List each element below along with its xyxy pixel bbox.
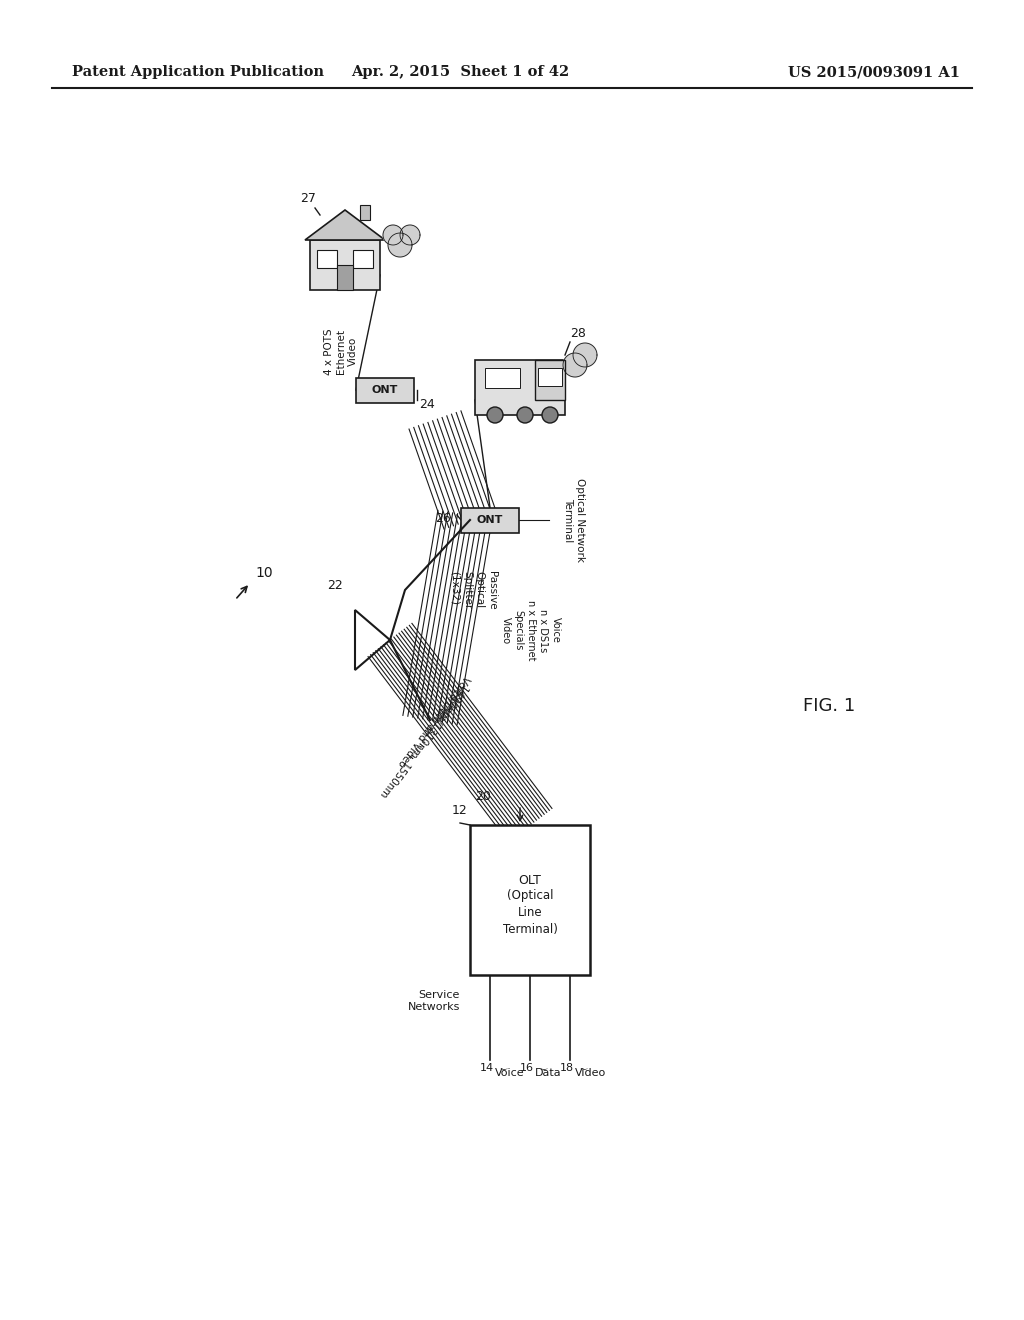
- Bar: [353, 249, 373, 268]
- Bar: [485, 368, 520, 388]
- Text: Data: Data: [535, 1068, 561, 1078]
- Text: 24: 24: [419, 399, 435, 411]
- Text: Optical Network
Terminal: Optical Network Terminal: [563, 478, 585, 562]
- Text: OLT: OLT: [518, 874, 542, 887]
- Text: $\smile$: $\smile$: [498, 1063, 510, 1072]
- Bar: [310, 240, 380, 290]
- Text: 26: 26: [435, 512, 451, 525]
- Bar: [461, 507, 519, 532]
- Bar: [535, 360, 565, 400]
- Bar: [360, 205, 370, 220]
- Text: 20: 20: [475, 789, 490, 803]
- Text: 22: 22: [327, 579, 343, 591]
- Text: Passive
Optical
Splitter
(1x32): Passive Optical Splitter (1x32): [450, 570, 498, 610]
- Polygon shape: [563, 352, 587, 378]
- Bar: [470, 825, 590, 975]
- Bar: [337, 265, 353, 290]
- Circle shape: [487, 407, 503, 422]
- Text: 1490nm/1310nm, 1550nm: 1490nm/1310nm, 1550nm: [378, 682, 470, 799]
- Text: 10: 10: [255, 566, 272, 579]
- Text: 4 x POTS
Ethernet
Video: 4 x POTS Ethernet Video: [324, 329, 358, 375]
- Text: 27: 27: [300, 191, 315, 205]
- Text: US 2015/0093091 A1: US 2015/0093091 A1: [788, 65, 961, 79]
- Polygon shape: [305, 210, 385, 240]
- Bar: [538, 368, 562, 385]
- Bar: [356, 378, 414, 403]
- Text: ONT: ONT: [372, 385, 398, 395]
- Circle shape: [517, 407, 534, 422]
- Bar: [317, 249, 337, 268]
- Circle shape: [542, 407, 558, 422]
- Text: Apr. 2, 2015  Sheet 1 of 42: Apr. 2, 2015 Sheet 1 of 42: [351, 65, 569, 79]
- Bar: [475, 360, 565, 414]
- Text: 12: 12: [452, 804, 468, 817]
- Text: Service
Networks: Service Networks: [408, 990, 460, 1012]
- Text: 16: 16: [520, 1063, 534, 1073]
- Text: Voice/Data and Video: Voice/Data and Video: [396, 673, 472, 768]
- Text: $\smile$: $\smile$: [578, 1063, 590, 1072]
- Text: Voice
n x DS1s
n x Ethernet
Specials
Video: Voice n x DS1s n x Ethernet Specials Vid…: [501, 601, 561, 660]
- Polygon shape: [388, 234, 412, 257]
- Text: Video: Video: [575, 1068, 606, 1078]
- Text: Patent Application Publication: Patent Application Publication: [72, 65, 324, 79]
- Text: 14: 14: [480, 1063, 494, 1073]
- Text: Voice: Voice: [495, 1068, 524, 1078]
- Polygon shape: [383, 224, 403, 246]
- Text: ONT: ONT: [477, 515, 503, 525]
- Text: (Optical
Line
Terminal): (Optical Line Terminal): [503, 888, 557, 936]
- Text: 28: 28: [570, 327, 586, 341]
- Polygon shape: [573, 343, 597, 367]
- Text: FIG. 1: FIG. 1: [803, 697, 856, 715]
- Text: $\smile$: $\smile$: [538, 1063, 550, 1072]
- Text: 18: 18: [560, 1063, 574, 1073]
- Polygon shape: [400, 224, 420, 246]
